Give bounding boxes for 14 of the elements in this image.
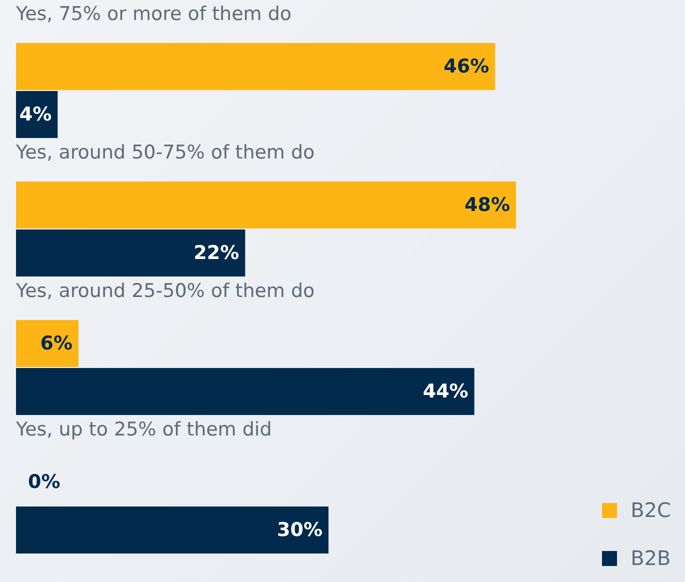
y-tick-label: Yes, around 25-50% of them do: [15, 280, 315, 302]
y-tick-label: Yes, up to 25% of them did: [15, 418, 272, 441]
data-label: 4%: [19, 104, 52, 126]
data-label: 44%: [422, 380, 468, 403]
data-label: 46%: [444, 56, 490, 78]
legend-label: B2B: [630, 546, 671, 570]
data-label: 48%: [464, 194, 510, 216]
data-label: 6%: [40, 332, 72, 355]
y-tick-label: Yes, 75% or more of them do: [15, 3, 292, 26]
data-label: 22%: [194, 242, 240, 264]
data-label: 0%: [28, 471, 60, 494]
data-label: 30%: [277, 519, 322, 542]
legend-label: B2C: [630, 498, 671, 522]
y-tick-label: Yes, around 50-75% of them do: [15, 142, 315, 164]
